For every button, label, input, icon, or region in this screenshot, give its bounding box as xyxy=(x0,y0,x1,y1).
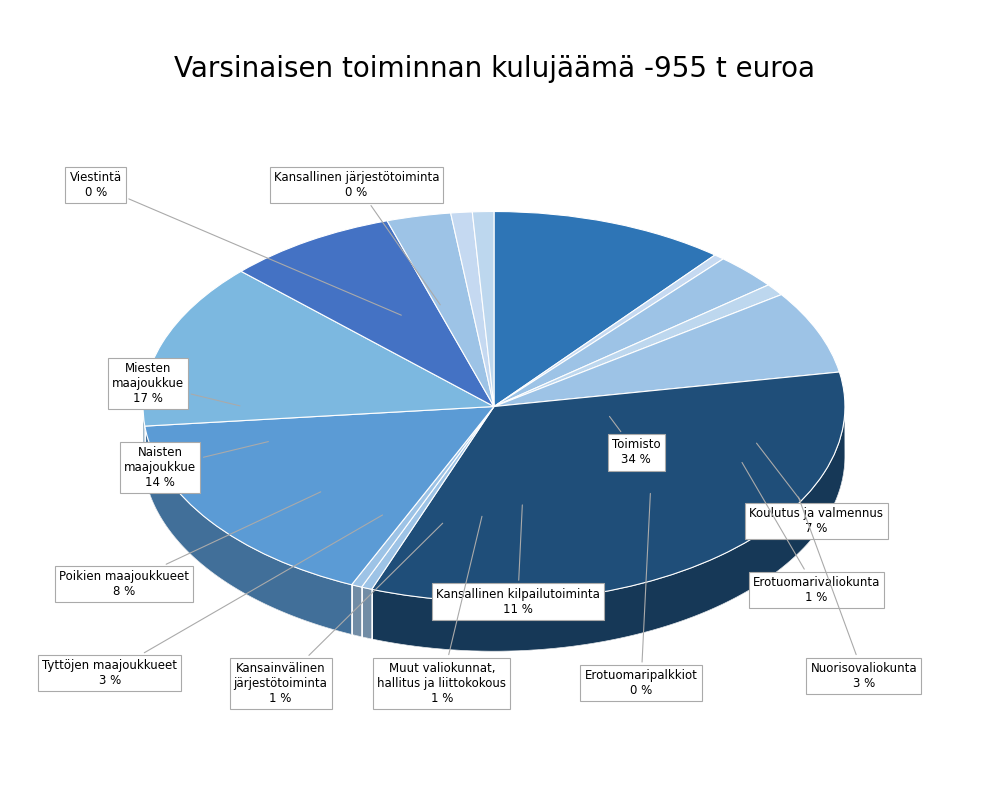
Polygon shape xyxy=(362,587,371,639)
Polygon shape xyxy=(143,407,145,476)
Wedge shape xyxy=(451,212,494,407)
Text: Kansallinen kilpailutoiminta
11 %: Kansallinen kilpailutoiminta 11 % xyxy=(436,505,600,616)
Text: Kansallinen järjestötoiminta
0 %: Kansallinen järjestötoiminta 0 % xyxy=(274,171,441,305)
Text: Tyttöjen maajoukkueet
3 %: Tyttöjen maajoukkueet 3 % xyxy=(42,515,382,687)
Text: Poikien maajoukkueet
8 %: Poikien maajoukkueet 8 % xyxy=(59,492,321,598)
Wedge shape xyxy=(387,213,494,407)
Text: Erotuomarivaliokunta
1 %: Erotuomarivaliokunta 1 % xyxy=(742,462,880,604)
Wedge shape xyxy=(241,221,494,407)
Text: Varsinaisen toiminnan kulujäämä -955 t euroa: Varsinaisen toiminnan kulujäämä -955 t e… xyxy=(174,55,814,83)
Wedge shape xyxy=(145,407,494,584)
Polygon shape xyxy=(352,584,362,637)
Polygon shape xyxy=(371,408,845,651)
Polygon shape xyxy=(145,426,352,634)
Text: Erotuomaripalkkiot
0 %: Erotuomaripalkkiot 0 % xyxy=(585,493,698,697)
Text: Koulutus ja valmennus
7 %: Koulutus ja valmennus 7 % xyxy=(750,443,883,535)
Wedge shape xyxy=(494,255,723,407)
Wedge shape xyxy=(362,407,494,589)
Wedge shape xyxy=(494,259,769,407)
Text: Nuorisovaliokunta
3 %: Nuorisovaliokunta 3 % xyxy=(798,497,917,690)
Text: Viestintä
0 %: Viestintä 0 % xyxy=(69,171,401,316)
Ellipse shape xyxy=(143,261,845,651)
Text: Miesten
maajoukkue
17 %: Miesten maajoukkue 17 % xyxy=(112,362,240,406)
Text: Naisten
maajoukkue
14 %: Naisten maajoukkue 14 % xyxy=(124,442,269,489)
Wedge shape xyxy=(494,295,840,407)
Text: Muut valiokunnat,
hallitus ja liittokokous
1 %: Muut valiokunnat, hallitus ja liittokoko… xyxy=(377,516,506,705)
Text: Toimisto
34 %: Toimisto 34 % xyxy=(610,416,661,466)
Text: Kansainvälinen
järjestötoiminta
1 %: Kansainvälinen järjestötoiminta 1 % xyxy=(233,523,443,705)
Wedge shape xyxy=(371,372,845,601)
Wedge shape xyxy=(494,285,782,407)
Wedge shape xyxy=(472,212,494,407)
Wedge shape xyxy=(143,271,494,426)
Wedge shape xyxy=(494,212,715,407)
Wedge shape xyxy=(352,407,494,587)
